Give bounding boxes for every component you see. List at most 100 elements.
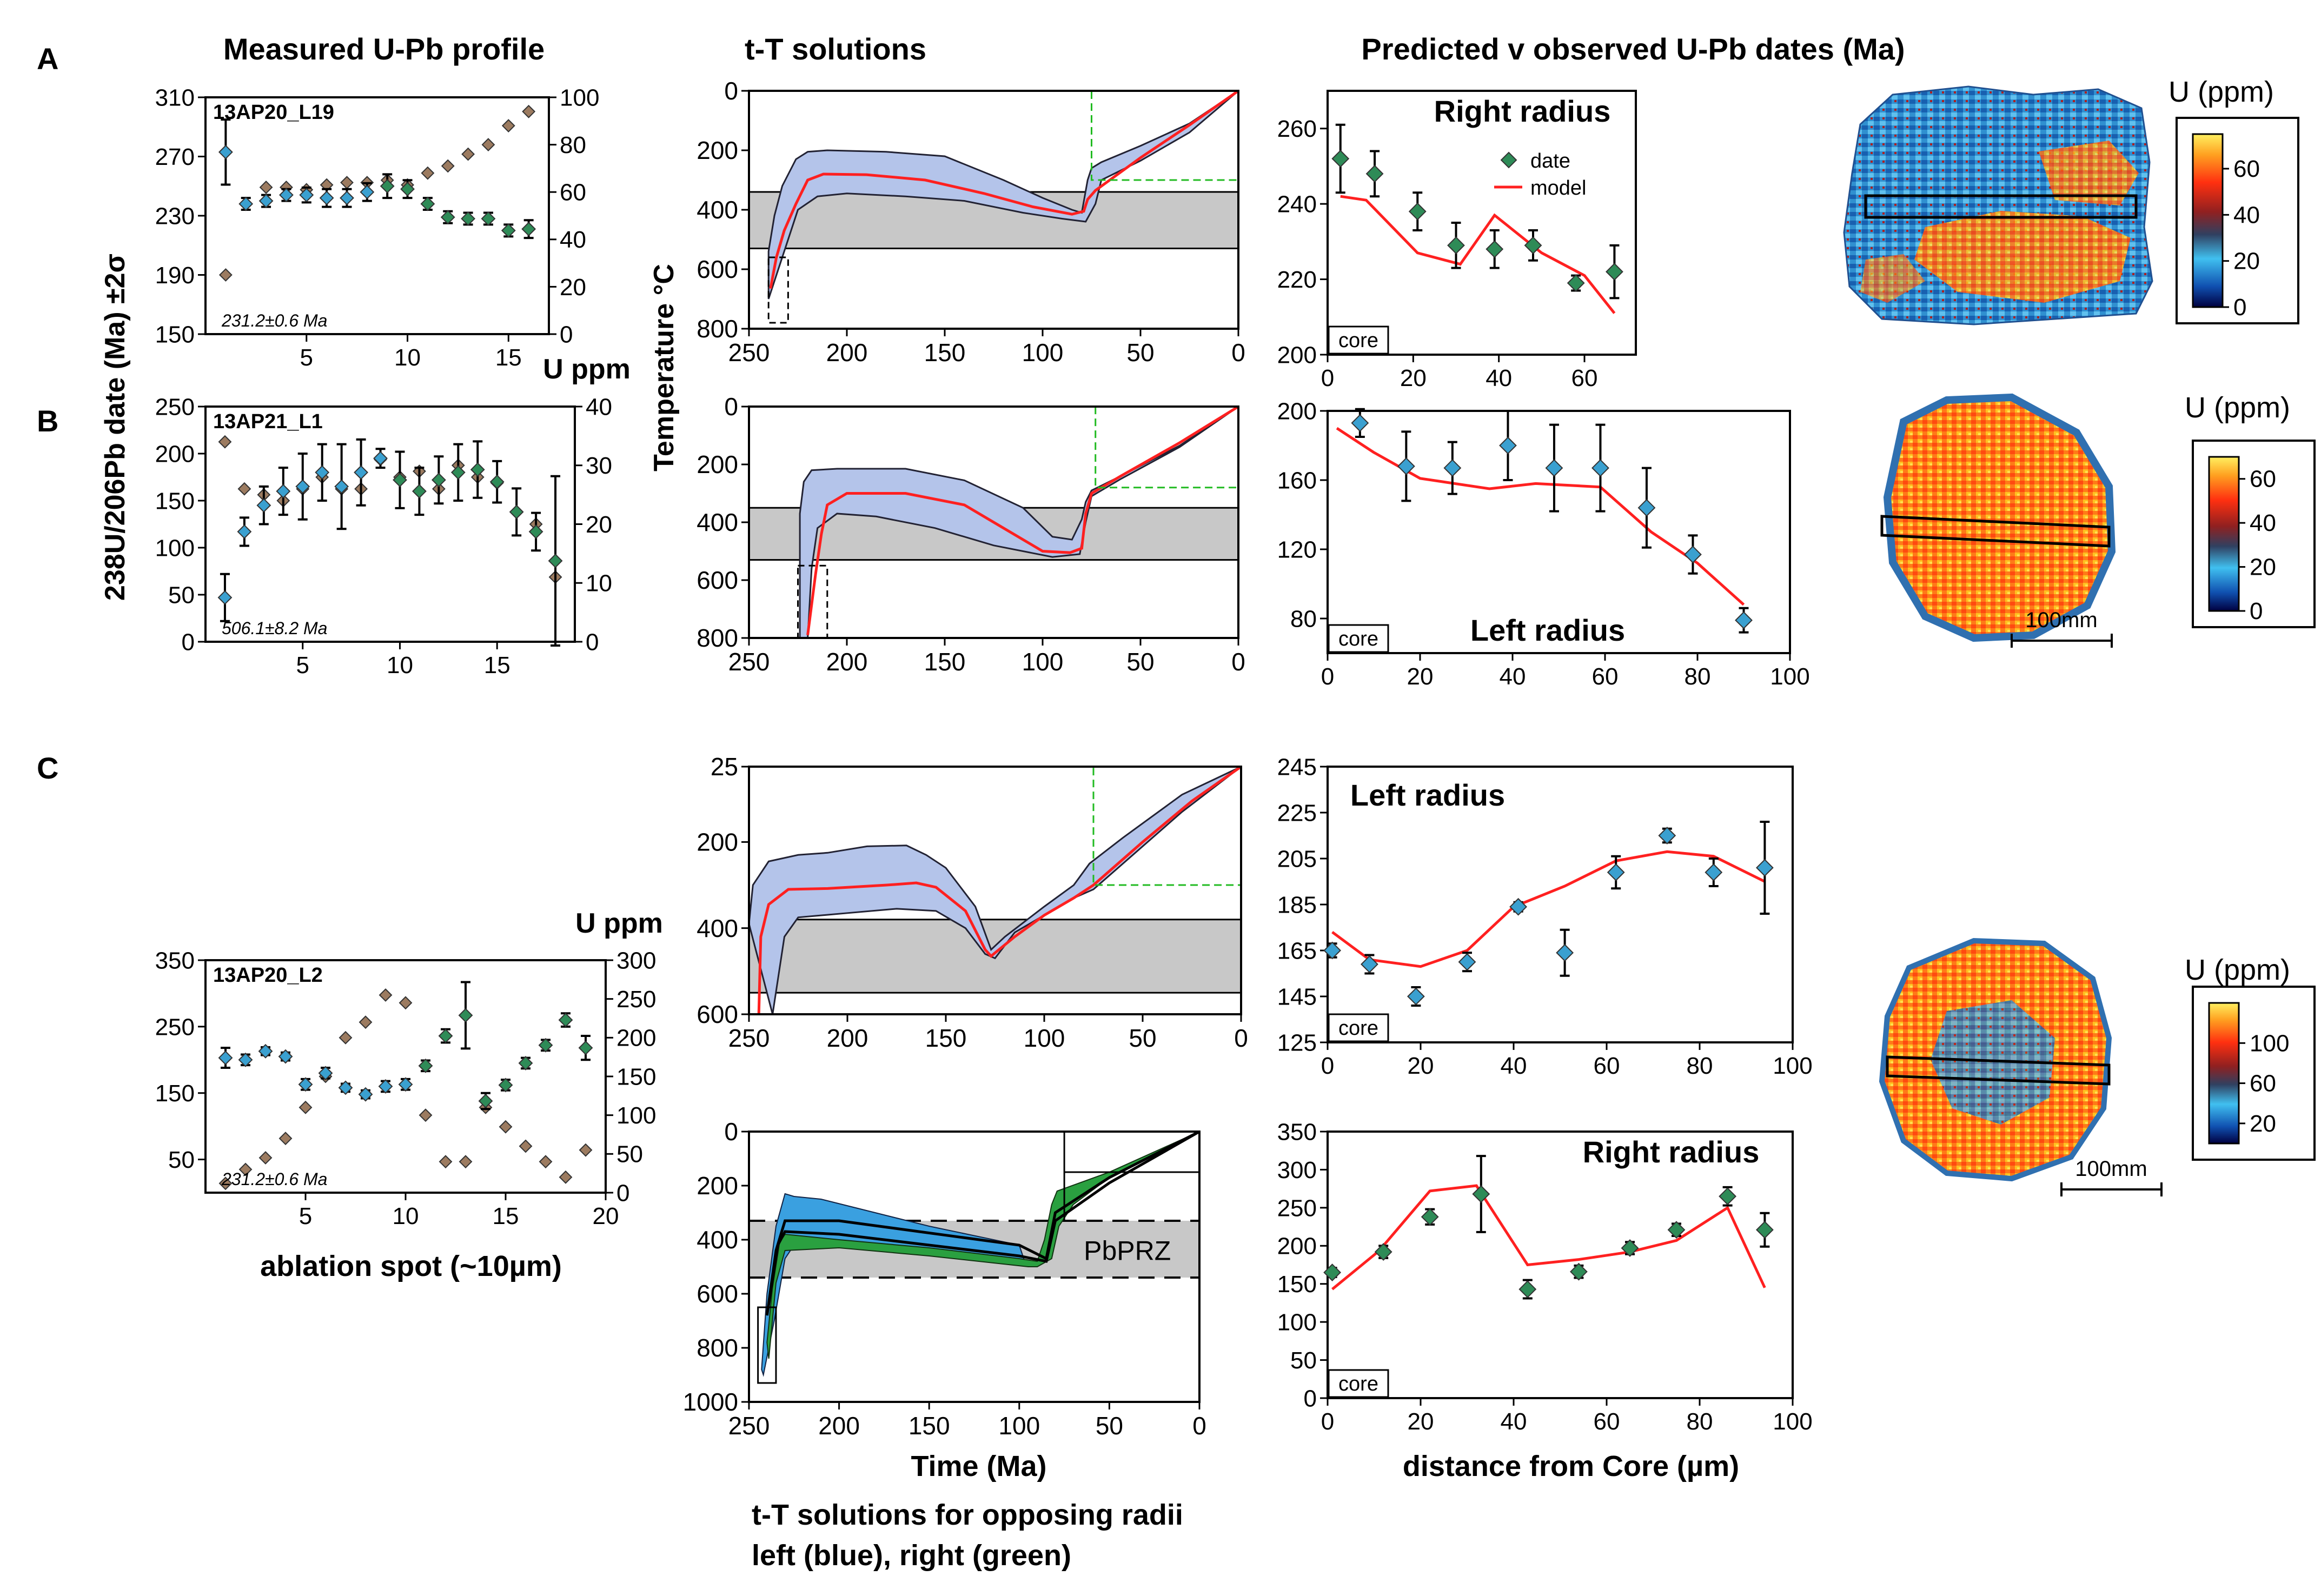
grain-c-core xyxy=(1931,1000,2055,1125)
C_tT-plot-area xyxy=(749,767,1241,1014)
grain-a-transect xyxy=(1864,194,2138,219)
C_pred2-obs-point xyxy=(1323,1264,1342,1282)
A_profile-ytick-label: 230 xyxy=(155,203,195,229)
C_tT2-ytick-label: 400 xyxy=(697,1226,738,1254)
C_profile-date-point xyxy=(378,1079,393,1094)
date-axis-label: 238U/206Pb date (Ma) ±2σ xyxy=(100,254,131,601)
B_tT-chart: 250 200 150 100 50 0 0 200 400 600 800 xyxy=(697,393,1245,676)
A_tT-xtick-label: 250 xyxy=(728,338,770,367)
A_profile-uppm-point xyxy=(218,268,233,282)
C_tT2-frame xyxy=(748,1130,1201,1403)
C_pred2-obs-point xyxy=(1621,1239,1639,1257)
C_pred1-obs-point xyxy=(1458,953,1476,971)
C_tT-envelope xyxy=(749,767,1241,1014)
C_profile-y2tick-label: 300 xyxy=(616,947,656,974)
A_pred-core-label: core xyxy=(1338,329,1378,352)
A_profile-uppm-point xyxy=(522,104,536,118)
C_pred2-frame xyxy=(1327,1130,1794,1399)
A_tT-prz-band xyxy=(749,191,1238,249)
colorbar-B: U (ppm) 0 20 40 60 xyxy=(2185,391,2316,628)
C_pred1-obs-point xyxy=(1607,863,1625,881)
C_pred2-ytick-label: 300 xyxy=(1277,1157,1317,1183)
C_profile-uppm-point xyxy=(339,1030,353,1045)
B_tT-xtick-label: 200 xyxy=(826,648,868,676)
scale-bar-b: 100mm xyxy=(2011,608,2113,648)
colorbar-B-title: U (ppm) xyxy=(2185,391,2290,424)
C_profile-xtick-label: 5 xyxy=(299,1203,312,1229)
colorbar-C-tick-label: 20 xyxy=(2250,1110,2276,1137)
B_pred-frame xyxy=(1327,410,1791,654)
B_profile-date-point xyxy=(431,473,446,488)
C_profile-uppm-point xyxy=(519,1139,533,1153)
grain-a-hot-region-1 xyxy=(1914,211,2131,303)
A_pred-obs-point xyxy=(1486,240,1504,258)
colorbar-C-gradient xyxy=(2208,1002,2240,1145)
C_pred2-xtick-label: 40 xyxy=(1501,1408,1527,1435)
C_profile-y2tick-label: 200 xyxy=(616,1025,656,1052)
C_profile-y2tick-label: 0 xyxy=(616,1180,629,1206)
B_tT-ytick-label: 800 xyxy=(697,624,738,652)
A_profile-uppm-point xyxy=(259,181,273,194)
A_profile-y2tick-label: 40 xyxy=(560,227,586,253)
B_pred-xtick-label: 0 xyxy=(1321,663,1334,690)
C_tT-xtick-label: 250 xyxy=(728,1024,770,1052)
colorbar-A-tick-label: 40 xyxy=(2233,202,2260,228)
C_pred1-ytick-label: 225 xyxy=(1277,800,1317,826)
A_pred-obs-point xyxy=(1606,263,1623,281)
C_tT2-ytick-label: 0 xyxy=(724,1118,738,1146)
A_pred-obs-point xyxy=(1331,150,1350,168)
B_tT-xtick-label: 100 xyxy=(1022,648,1064,676)
A_tT-ytick-label: 600 xyxy=(697,255,738,283)
C_pred2-xtick-label: 80 xyxy=(1687,1408,1713,1435)
C_pred2-xtick-label: 0 xyxy=(1321,1408,1334,1435)
A_pred-ytick-label: 200 xyxy=(1277,342,1317,368)
panel-label-b: B xyxy=(37,404,58,438)
B_profile-date-point xyxy=(237,524,252,539)
C_profile-sample-title: 13AP20_L2 xyxy=(213,964,323,987)
A_pred-xtick-label: 0 xyxy=(1321,365,1334,391)
grain-map-a xyxy=(1843,85,2153,325)
A_profile-ytick-label: 310 xyxy=(155,84,195,111)
C_profile-uppm-point xyxy=(539,1155,553,1169)
B_pred-xtick-label: 80 xyxy=(1685,663,1711,690)
C_pred2-obs-point xyxy=(1472,1185,1490,1203)
C_pred1-obs-point xyxy=(1509,897,1528,916)
C_tT2-solution-path xyxy=(765,1132,1199,1316)
colorbar-B-tick-label: 60 xyxy=(2250,466,2276,493)
A_profile-ytick-label: 150 xyxy=(155,321,195,348)
C_pred2-obs-point xyxy=(1755,1221,1774,1239)
colorbar-C: U (ppm) 20 60 100 xyxy=(2185,954,2316,1161)
ablation-axis-label: ablation spot (~10µm) xyxy=(260,1250,562,1282)
C_pred2-ytick-label: 0 xyxy=(1304,1385,1317,1412)
C_tT2-plot-area: PbPRZ xyxy=(749,1132,1199,1384)
A_tT-xtick-label: 50 xyxy=(1126,338,1154,367)
A_tT-plot-area xyxy=(749,91,1238,324)
A_profile-y2tick-label: 0 xyxy=(560,321,573,348)
B_tT-ytick-label: 200 xyxy=(697,450,738,478)
A_tT-ytick-label: 200 xyxy=(697,136,738,164)
caption-line-2: left (blue), right (green) xyxy=(752,1539,1071,1572)
C_pred2-obs-point xyxy=(1421,1208,1439,1226)
C_profile-y2tick-label: 50 xyxy=(616,1141,643,1168)
time-axis-label: Time (Ma) xyxy=(911,1450,1046,1482)
C_tT2-xtick-label: 150 xyxy=(908,1412,950,1440)
A_tT-xtick-label: 200 xyxy=(826,338,868,367)
C_profile-date-point xyxy=(538,1038,553,1053)
B_pred-xtick-label: 100 xyxy=(1770,663,1809,690)
colorbar-B-gradient xyxy=(2208,456,2240,612)
C_profile-ytick-label: 50 xyxy=(168,1147,195,1173)
C_tT-xtick-label: 200 xyxy=(827,1024,868,1052)
B_tT-xtick-label: 0 xyxy=(1231,648,1245,676)
C_pred1-ytick-label: 125 xyxy=(1277,1029,1317,1056)
C_tT-ytick-label: 25 xyxy=(711,753,738,781)
C_pred1-xtick-label: 100 xyxy=(1773,1053,1812,1079)
C_tT-xtick-label: 150 xyxy=(925,1024,967,1052)
A_profile-y2tick-label: 20 xyxy=(560,274,586,301)
C_profile-date-point xyxy=(558,1013,573,1027)
C_tT-xtick-label: 100 xyxy=(1024,1024,1065,1052)
B_pred-obs-point xyxy=(1637,498,1656,517)
A_tT-xtick-label: 100 xyxy=(1022,338,1064,367)
A_profile-ytick-label: 190 xyxy=(155,262,195,289)
C_tT-chart: 250 200 150 100 50 0 25 200 400 600 xyxy=(697,753,1248,1052)
A_profile-date-point xyxy=(360,184,375,200)
